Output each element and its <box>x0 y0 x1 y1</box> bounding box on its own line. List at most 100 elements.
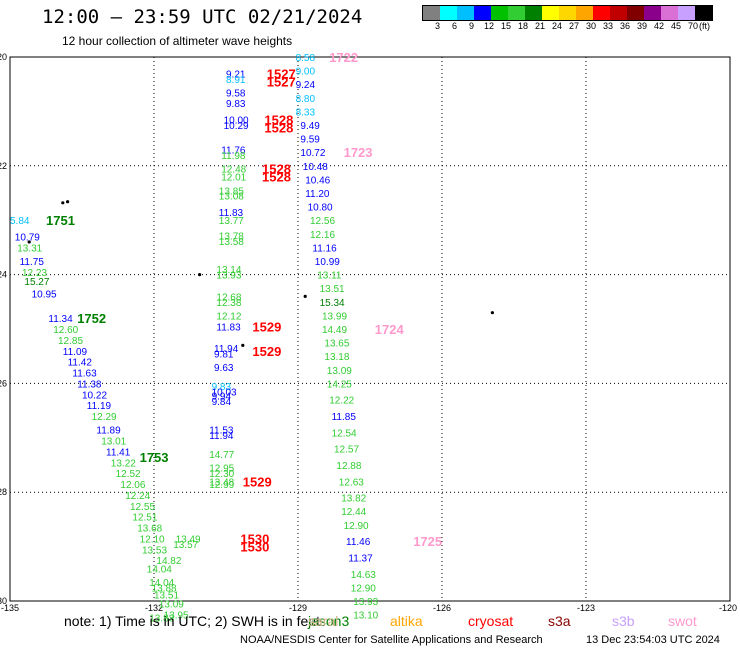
wave-height-label: 13.58 <box>219 237 244 248</box>
legend-label: 12 <box>484 21 495 31</box>
lat-tick-label: -20 <box>0 52 7 62</box>
wave-height-label: 8.58 <box>296 53 316 64</box>
wave-height-label: 8.33 <box>296 107 316 118</box>
wave-height-label: 11.19 <box>87 401 112 412</box>
wave-height-label: 12.60 <box>53 325 78 336</box>
wave-height-label: 11.75 <box>20 257 45 268</box>
lat-tick-label: -26 <box>0 378 7 388</box>
wave-height-label: 9.21 <box>226 69 246 80</box>
wave-height-label: 10.03 <box>212 388 237 399</box>
legend-swatch <box>423 6 440 20</box>
wave-height-label: 11.34 <box>48 314 73 325</box>
legend-label: 36 <box>620 21 631 31</box>
wave-height-label: 11.42 <box>68 358 93 369</box>
wave-height-label: 12.48 <box>221 165 246 176</box>
pass-time-label: 1530 <box>240 540 269 555</box>
wave-height-label: 12.01 <box>221 173 246 184</box>
wave-height-label: 9.49 <box>300 121 320 132</box>
wave-height-label: 11.85 <box>332 412 357 423</box>
wave-height-values: 9.218.919.589.8310.0010.2911.7611.9812.4… <box>10 53 379 624</box>
wave-height-label: 12.22 <box>329 396 354 407</box>
wave-height-label: 13.08 <box>219 192 244 203</box>
wave-height-label: 12.88 <box>336 461 361 472</box>
lon-tick-label: -135 <box>1 603 19 613</box>
legend-swatch <box>474 6 491 20</box>
wave-height-label: 12.85 <box>58 336 83 347</box>
wave-height-label: 12.95 <box>209 464 234 475</box>
wave-height-label: 14.63 <box>351 570 376 581</box>
island-marker <box>27 240 31 244</box>
generation-timestamp: 13 Dec 23:54:03 UTC 2024 <box>586 634 720 646</box>
page-title: 12:00 — 23:59 UTC 02/21/2024 <box>42 6 363 28</box>
lon-tick-label: -126 <box>433 603 451 613</box>
wave-height-label: 11.94 <box>209 431 234 442</box>
legend-label: 18 <box>518 21 529 31</box>
wave-height-label: 11.98 <box>221 151 246 162</box>
lon-tick-label: -129 <box>289 603 307 613</box>
wave-height-label: 13.82 <box>341 494 366 505</box>
legend-label: 27 <box>569 21 580 31</box>
pass-labels: 1527152715281528152815281529152915291530… <box>46 50 442 555</box>
wave-height-label: 15.34 <box>320 298 345 309</box>
pass-time-label: 1527 <box>267 74 296 89</box>
wave-height-label: 12.10 <box>140 534 165 545</box>
wave-height-label: 12.63 <box>339 477 364 488</box>
wave-height-label: 13.01 <box>101 437 126 448</box>
wave-height-label: 11.89 <box>96 426 121 437</box>
wave-height-label: 13.93 <box>216 271 241 282</box>
wave-height-label: 8.91 <box>226 75 246 86</box>
wave-height-label: 9.81 <box>214 349 234 360</box>
wave-height-label: 11.46 <box>346 537 371 548</box>
wave-height-label: 10.72 <box>300 148 325 159</box>
legend-swatch <box>491 6 508 20</box>
wave-height-label: 12.24 <box>125 491 150 502</box>
wave-height-label: 10.00 <box>224 116 249 127</box>
wave-height-label: 11.76 <box>221 145 246 156</box>
wave-height-label: 9.84 <box>212 397 232 408</box>
wave-height-label: 13.78 <box>219 231 244 242</box>
lat-tick-label: -28 <box>0 487 7 497</box>
wave-height-label: 11.53 <box>209 426 234 437</box>
wave-height-label: 13.51 <box>320 284 345 295</box>
wave-height-label: 8.80 <box>296 94 316 105</box>
wave-height-label: 13.10 <box>353 611 378 622</box>
wave-height-label: 13.09 <box>159 600 184 611</box>
footer-note: note: 1) Time is in UTC; 2) SWH is in fe… <box>64 613 320 629</box>
legend-swatch <box>593 6 610 20</box>
legend-swatch <box>457 6 474 20</box>
wave-height-label: 13.11 <box>317 271 342 282</box>
legend-swatch <box>627 6 644 20</box>
wave-height-label: 14.25 <box>327 379 352 390</box>
legend-swatch <box>508 6 525 20</box>
pass-time-label: 1724 <box>375 322 405 337</box>
wave-height-label: 11.20 <box>305 189 330 200</box>
wave-height-label: 13.88 <box>152 583 177 594</box>
wave-height-label: 10.48 <box>303 162 328 173</box>
island-marker <box>61 201 65 205</box>
wave-height-label: 12.06 <box>120 480 145 491</box>
wave-height-label: 13.77 <box>219 216 244 227</box>
satellite-label-jason3: jason3 <box>308 613 350 629</box>
wave-height-label: 10.80 <box>308 203 333 214</box>
pass-time-label: 1725 <box>413 534 442 549</box>
legend-swatch <box>525 6 542 20</box>
wave-height-label: 9.00 <box>296 67 316 78</box>
pass-time-label: 1529 <box>252 344 281 359</box>
wave-height-label: 12.30 <box>209 469 234 480</box>
wave-height-label: 11.16 <box>312 243 337 254</box>
wave-height-label: 13.68 <box>137 524 162 535</box>
wave-height-label: 14.04 <box>149 578 174 589</box>
wave-height-label: 12.55 <box>130 502 155 513</box>
pass-time-label: 1528 <box>262 162 291 177</box>
wave-height-label: 11.09 <box>63 347 88 358</box>
satellite-label-altika: altika <box>390 613 423 629</box>
wave-height-label: 10.29 <box>224 121 249 132</box>
lon-tick-label: -120 <box>719 603 737 613</box>
legend-label: 21 <box>535 21 546 31</box>
wave-height-label: 12.99 <box>209 480 234 491</box>
color-legend <box>422 5 713 21</box>
wave-height-label: 13.85 <box>219 186 244 197</box>
graticule <box>10 57 730 601</box>
wave-height-label: 12.52 <box>116 469 141 480</box>
wave-height-label: 12.51 <box>132 513 157 524</box>
